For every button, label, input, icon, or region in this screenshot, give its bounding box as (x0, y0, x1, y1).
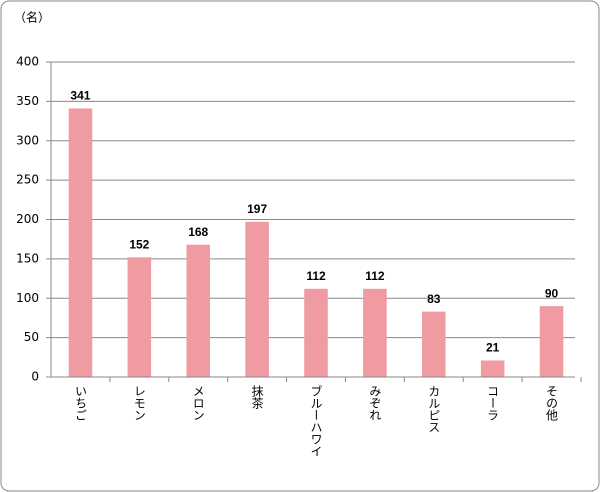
unit-label: （名） (14, 10, 50, 25)
value-label: 90 (545, 286, 559, 300)
x-tick-label: レモン (132, 385, 146, 421)
value-label: 197 (247, 202, 267, 216)
bar (127, 257, 152, 377)
y-tick-label: 250 (16, 173, 39, 187)
bar (422, 311, 446, 377)
bar (480, 360, 505, 377)
value-label: 83 (427, 292, 441, 306)
bar (68, 108, 93, 378)
x-tick-label: 抹茶 (250, 385, 264, 409)
value-label: 112 (365, 269, 385, 283)
value-label: 21 (486, 341, 500, 355)
bar (304, 288, 328, 377)
y-tick-label: 150 (16, 251, 39, 265)
x-tick-label: メロン (191, 385, 205, 421)
x-tick-label: いちご (73, 385, 87, 421)
y-tick-label: 300 (16, 133, 39, 147)
bar (186, 244, 210, 377)
y-tick-label: 100 (16, 291, 39, 305)
y-tick-label: 200 (16, 212, 39, 226)
value-label: 152 (129, 237, 149, 251)
bar (539, 306, 564, 377)
y-tick-label: 0 (31, 370, 39, 384)
x-tick-label: ブルーハワイ (309, 384, 323, 457)
bar (245, 221, 269, 377)
y-tick-label: 400 (16, 55, 39, 69)
x-tick-label: カルピス (427, 385, 441, 433)
x-tick-label: その他 (545, 385, 559, 421)
y-tick-label: 50 (24, 330, 39, 344)
bar (363, 288, 387, 377)
value-label: 112 (306, 269, 326, 283)
value-label: 168 (188, 225, 208, 239)
y-tick-label: 350 (16, 94, 39, 108)
value-label: 341 (70, 89, 90, 103)
x-tick-label: みぞれ (368, 385, 382, 421)
x-tick-label: コーラ (486, 385, 500, 421)
